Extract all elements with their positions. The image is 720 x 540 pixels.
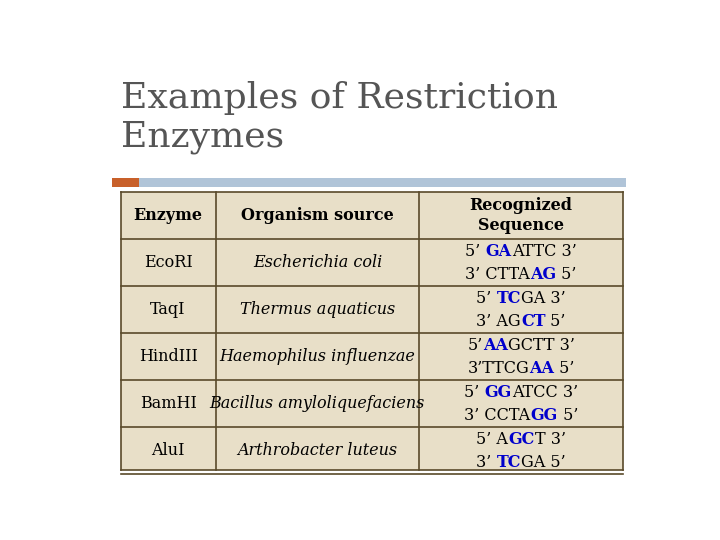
Text: EcoRI: EcoRI xyxy=(144,254,192,272)
Text: ATTC 3’: ATTC 3’ xyxy=(512,243,577,260)
Text: AG: AG xyxy=(530,266,557,282)
Text: 5’: 5’ xyxy=(464,384,485,401)
Text: 5’: 5’ xyxy=(465,243,486,260)
Text: 5’: 5’ xyxy=(546,313,566,329)
Text: 3’: 3’ xyxy=(477,454,497,470)
Text: HindIII: HindIII xyxy=(139,348,197,366)
Text: 3’TTCG: 3’TTCG xyxy=(467,360,529,376)
Text: Escherichia coli: Escherichia coli xyxy=(253,254,382,272)
Text: 5’: 5’ xyxy=(477,290,497,307)
Text: Enzyme: Enzyme xyxy=(134,207,202,224)
Text: 5’: 5’ xyxy=(467,337,482,354)
Text: Recognized
Sequence: Recognized Sequence xyxy=(469,197,572,234)
Text: CT: CT xyxy=(521,313,546,329)
Bar xyxy=(112,178,139,187)
Text: Organism source: Organism source xyxy=(241,207,394,224)
Text: TC: TC xyxy=(497,290,521,307)
Bar xyxy=(121,192,623,470)
Text: TC: TC xyxy=(497,454,521,470)
Text: 3’ CCTA: 3’ CCTA xyxy=(464,407,531,423)
Text: GA 3’: GA 3’ xyxy=(521,290,566,307)
Text: Bacillus amyloliquefaciens: Bacillus amyloliquefaciens xyxy=(210,395,425,413)
Text: Examples of Restriction
Enzymes: Examples of Restriction Enzymes xyxy=(121,82,558,154)
Text: T 3’: T 3’ xyxy=(535,431,566,448)
Text: 5’: 5’ xyxy=(554,360,575,376)
Text: TaqI: TaqI xyxy=(150,301,186,319)
Text: GG: GG xyxy=(485,384,512,401)
Text: 3’ AG: 3’ AG xyxy=(477,313,521,329)
Text: GG: GG xyxy=(531,407,557,423)
Text: GA 5’: GA 5’ xyxy=(521,454,566,470)
Text: GA: GA xyxy=(486,243,512,260)
Text: ATCC 3’: ATCC 3’ xyxy=(512,384,578,401)
Text: GC: GC xyxy=(508,431,535,448)
Text: AluI: AluI xyxy=(151,442,185,460)
Bar xyxy=(112,178,626,187)
Text: GCTT 3’: GCTT 3’ xyxy=(508,337,575,354)
Text: Haemophilus influenzae: Haemophilus influenzae xyxy=(220,348,415,366)
Text: 5’: 5’ xyxy=(557,407,578,423)
Text: BamHI: BamHI xyxy=(140,395,197,413)
Text: 5’ A: 5’ A xyxy=(477,431,508,448)
Text: 3’ CTTA: 3’ CTTA xyxy=(465,266,530,282)
Text: 5’: 5’ xyxy=(557,266,577,282)
Text: AA: AA xyxy=(482,337,508,354)
Text: AA: AA xyxy=(529,360,554,376)
Text: Arthrobacter luteus: Arthrobacter luteus xyxy=(238,442,397,460)
Text: Thermus aquaticus: Thermus aquaticus xyxy=(240,301,395,319)
